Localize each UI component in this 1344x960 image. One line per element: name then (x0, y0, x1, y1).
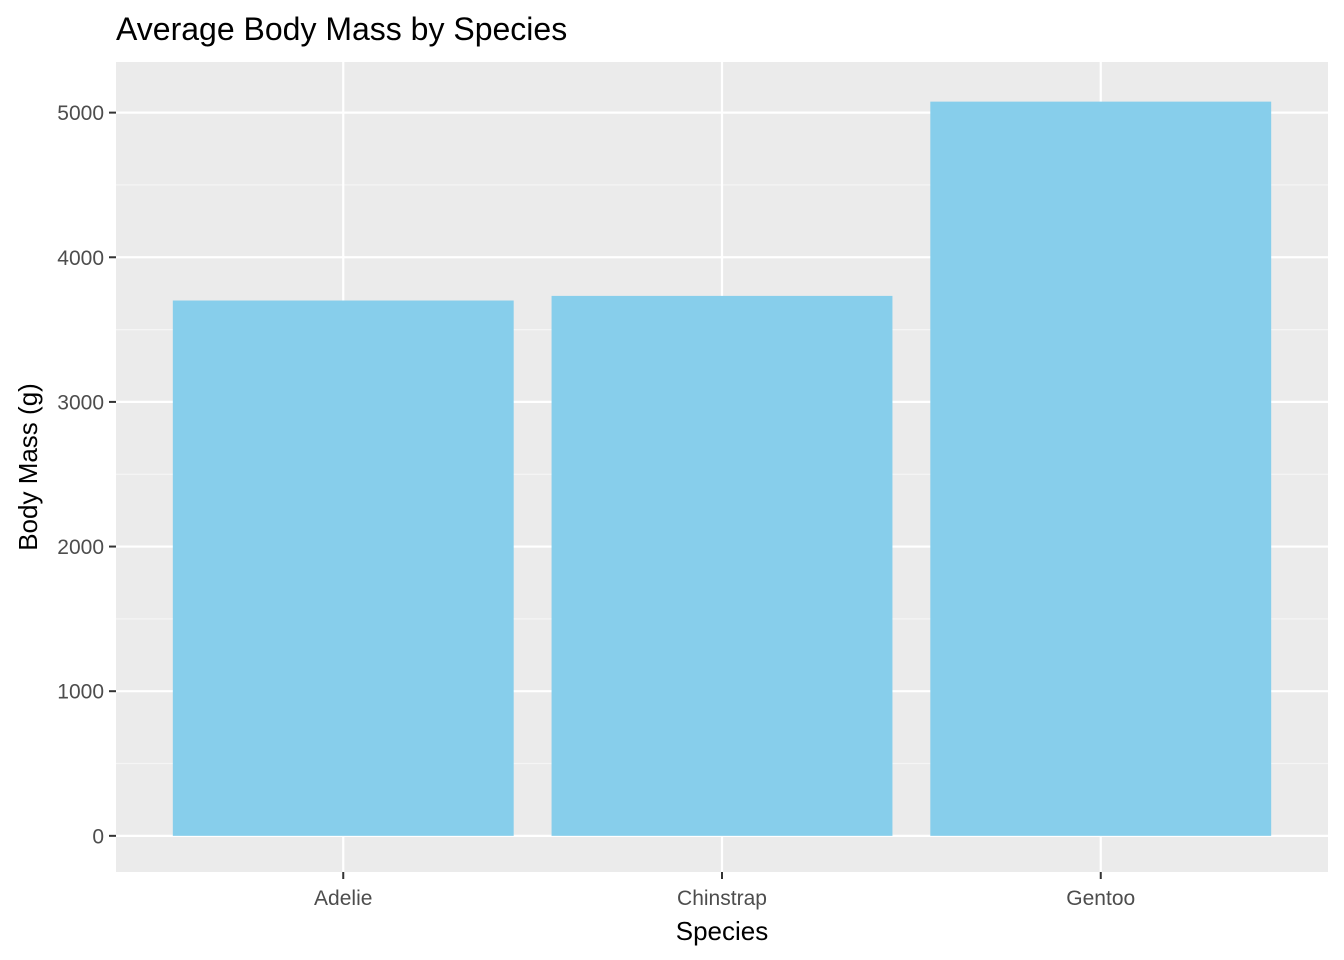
bar-gentoo (930, 101, 1272, 836)
chart-title: Average Body Mass by Species (116, 11, 567, 47)
x-tick-label: Adelie (314, 887, 372, 910)
y-axis-title: Body Mass (g) (13, 383, 43, 551)
y-axis: 0 1000 2000 3000 4000 5000 (57, 102, 116, 848)
x-tick-label: Chinstrap (677, 887, 767, 910)
y-tick-label: 2000 (57, 536, 104, 559)
y-tick-label: 1000 (57, 681, 104, 704)
bars (172, 101, 1272, 836)
y-tick-label: 3000 (57, 391, 104, 414)
x-tick-label: Gentoo (1066, 887, 1135, 910)
x-axis: Adelie Chinstrap Gentoo (314, 872, 1135, 910)
bar-adelie (172, 300, 514, 836)
y-tick-label: 4000 (57, 247, 104, 270)
y-tick-label: 5000 (57, 102, 104, 125)
bar-chinstrap (551, 295, 893, 836)
x-axis-title: Species (676, 916, 769, 946)
y-tick-label: 0 (92, 825, 104, 848)
